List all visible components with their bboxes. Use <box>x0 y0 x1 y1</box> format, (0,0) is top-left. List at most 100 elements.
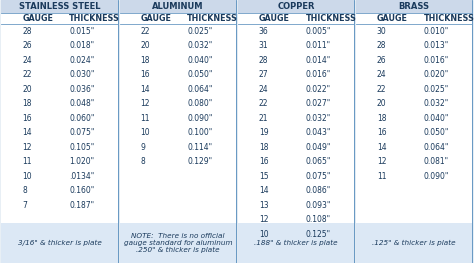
Text: 16: 16 <box>22 114 32 123</box>
Text: 0.025": 0.025" <box>423 85 449 94</box>
Text: 18: 18 <box>22 99 32 108</box>
Text: 26: 26 <box>377 56 386 65</box>
Text: 0.043": 0.043" <box>305 128 331 137</box>
Text: 0.050": 0.050" <box>187 70 213 79</box>
Text: 0.013": 0.013" <box>423 41 449 50</box>
Bar <box>356 223 473 263</box>
Text: 0.075": 0.075" <box>305 172 331 181</box>
Text: 16: 16 <box>377 128 386 137</box>
Text: 10: 10 <box>22 172 32 181</box>
Text: .188" & thicker is plate: .188" & thicker is plate <box>254 240 338 246</box>
Text: 0.020": 0.020" <box>423 70 449 79</box>
Text: 8: 8 <box>22 186 27 195</box>
Text: 0.014": 0.014" <box>305 56 331 65</box>
Text: STAINLESS STEEL: STAINLESS STEEL <box>19 2 100 11</box>
Bar <box>238 0 355 263</box>
Text: 1.020": 1.020" <box>69 157 94 166</box>
Text: 0.032": 0.032" <box>423 99 449 108</box>
Text: 0.016": 0.016" <box>423 56 449 65</box>
Text: 22: 22 <box>141 27 150 36</box>
Text: 0.032": 0.032" <box>187 41 212 50</box>
Text: 13: 13 <box>259 201 268 210</box>
Text: 14: 14 <box>22 128 32 137</box>
Text: 0.016": 0.016" <box>305 70 331 79</box>
Text: 28: 28 <box>22 27 32 36</box>
Text: 0.075": 0.075" <box>69 128 94 137</box>
Text: 22: 22 <box>377 85 386 94</box>
Text: 0.090": 0.090" <box>423 172 449 181</box>
Bar <box>238 223 355 263</box>
Bar <box>1 0 118 263</box>
Text: 0.129": 0.129" <box>187 157 212 166</box>
Text: ALUMINUM: ALUMINUM <box>152 2 204 11</box>
Text: .0134": .0134" <box>69 172 94 181</box>
Text: 0.040": 0.040" <box>187 56 213 65</box>
Text: 0.036": 0.036" <box>69 85 94 94</box>
Bar <box>1 0 118 13</box>
Text: 30: 30 <box>377 27 387 36</box>
Text: 16: 16 <box>259 157 268 166</box>
Text: 0.022": 0.022" <box>305 85 330 94</box>
Text: 0.060": 0.060" <box>69 114 94 123</box>
Text: 0.010": 0.010" <box>423 27 449 36</box>
Text: COPPER: COPPER <box>277 2 315 11</box>
Text: 8: 8 <box>141 157 146 166</box>
Bar <box>119 13 236 24</box>
Bar <box>119 24 236 223</box>
Text: 12: 12 <box>259 215 268 224</box>
Bar <box>356 0 473 13</box>
Text: 0.187": 0.187" <box>69 201 94 210</box>
Text: 3/16" & thicker is plate: 3/16" & thicker is plate <box>18 240 102 246</box>
Text: 27: 27 <box>259 70 268 79</box>
Text: 0.027": 0.027" <box>305 99 331 108</box>
Text: GAUGE: GAUGE <box>259 14 290 23</box>
Text: 16: 16 <box>141 70 150 79</box>
Text: 0.093": 0.093" <box>305 201 331 210</box>
Text: 0.018": 0.018" <box>69 41 94 50</box>
Text: 11: 11 <box>141 114 150 123</box>
Text: 20: 20 <box>22 85 32 94</box>
Text: 14: 14 <box>377 143 386 152</box>
Bar <box>356 13 473 24</box>
Text: 0.160": 0.160" <box>69 186 94 195</box>
Text: 21: 21 <box>259 114 268 123</box>
Text: 0.086": 0.086" <box>305 186 331 195</box>
Text: 0.032": 0.032" <box>305 114 331 123</box>
Text: 22: 22 <box>259 99 268 108</box>
Text: 0.048": 0.048" <box>69 99 94 108</box>
Text: 12: 12 <box>22 143 32 152</box>
Text: 0.050": 0.050" <box>423 128 449 137</box>
Text: 0.040": 0.040" <box>423 114 449 123</box>
Text: 0.080": 0.080" <box>187 99 212 108</box>
Text: 22: 22 <box>22 70 32 79</box>
Text: GAUGE: GAUGE <box>22 14 54 23</box>
Text: THICKNESS: THICKNESS <box>69 14 120 23</box>
Text: 10: 10 <box>141 128 150 137</box>
Text: 20: 20 <box>141 41 150 50</box>
Bar <box>1 24 118 223</box>
Text: 0.011": 0.011" <box>305 41 330 50</box>
Text: 0.049": 0.049" <box>305 143 331 152</box>
Text: 18: 18 <box>377 114 386 123</box>
Text: 24: 24 <box>377 70 386 79</box>
Text: 28: 28 <box>259 56 268 65</box>
Text: 0.025": 0.025" <box>187 27 212 36</box>
Text: 18: 18 <box>141 56 150 65</box>
Text: NOTE:  There is no official
gauge standard for aluminum
.250" & thicker is plate: NOTE: There is no official gauge standar… <box>124 233 232 253</box>
Text: 0.090": 0.090" <box>187 114 213 123</box>
Bar <box>119 0 236 13</box>
Text: BRASS: BRASS <box>399 2 430 11</box>
Text: 0.015": 0.015" <box>69 27 94 36</box>
Text: 12: 12 <box>141 99 150 108</box>
Text: 14: 14 <box>141 85 150 94</box>
Text: 28: 28 <box>377 41 386 50</box>
Text: 0.024": 0.024" <box>69 56 94 65</box>
Text: 0.108": 0.108" <box>305 215 330 224</box>
Text: 12: 12 <box>377 157 386 166</box>
Bar <box>1 223 118 263</box>
Bar <box>119 0 236 263</box>
Text: 24: 24 <box>22 56 32 65</box>
Bar <box>356 24 473 223</box>
Text: 31: 31 <box>259 41 268 50</box>
Text: 19: 19 <box>259 128 268 137</box>
